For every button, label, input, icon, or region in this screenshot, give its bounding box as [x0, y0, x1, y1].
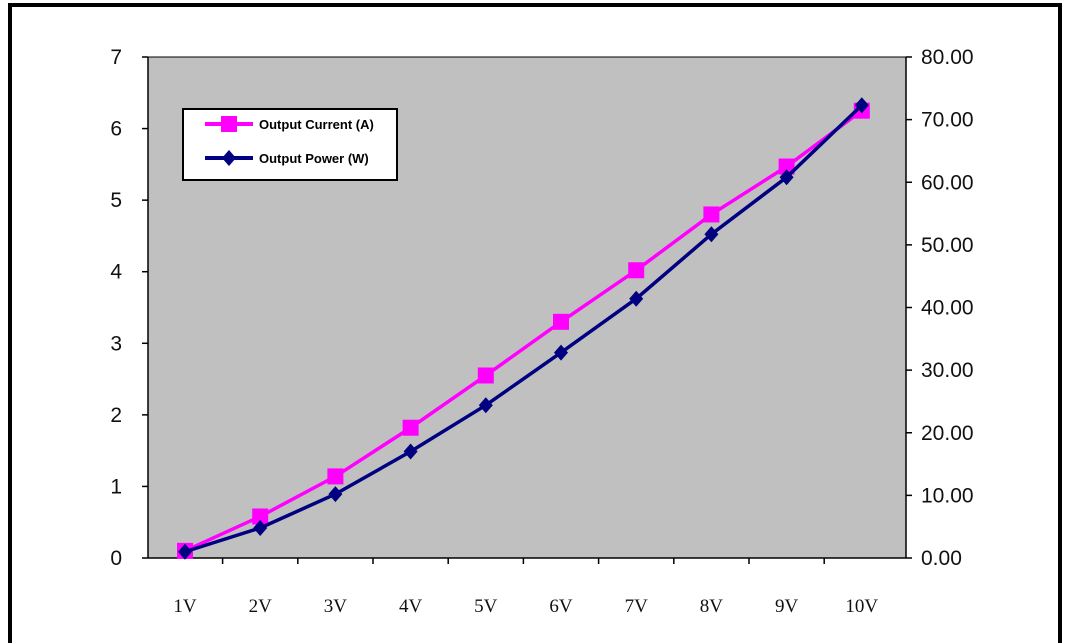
y-right-tick-label: 0.00 — [921, 547, 962, 570]
legend: Output Current (A) Output Power (W) — [182, 108, 398, 181]
x-tick-label: 8V — [700, 596, 724, 617]
y-left-tick-label: 0 — [110, 547, 122, 570]
y-right-tick-label: 20.00 — [921, 422, 974, 445]
output-power-point — [854, 97, 869, 114]
x-tick-label: 1V — [173, 596, 197, 617]
y-left-tick-label: 5 — [110, 189, 122, 212]
output-current-point — [703, 206, 720, 223]
y-left-tick-label: 6 — [110, 118, 122, 141]
output-current-point — [628, 262, 645, 279]
series-layer — [177, 97, 870, 560]
y-right-tick-label: 60.00 — [921, 171, 974, 194]
axes: 012345670.0010.0020.0030.0040.0050.0060.… — [110, 46, 973, 617]
legend-current-marker — [221, 116, 237, 132]
legend-current-label: Output Current (A) — [259, 117, 374, 132]
legend-box — [182, 108, 398, 181]
legend-power-label: Output Power (W) — [259, 151, 369, 166]
output-power-point — [704, 226, 719, 243]
output-current-point — [553, 313, 569, 330]
y-right-tick-label: 50.00 — [921, 234, 974, 257]
output-power-point — [629, 290, 644, 307]
y-left-tick-label: 4 — [110, 261, 122, 284]
x-tick-label: 9V — [775, 596, 799, 617]
output-power-point — [403, 443, 418, 460]
x-tick-label: 5V — [474, 596, 498, 617]
y-right-tick-label: 30.00 — [921, 359, 974, 382]
y-left-tick-label: 3 — [110, 332, 122, 355]
x-tick-label: 7V — [625, 596, 649, 617]
output-power-point — [253, 519, 268, 536]
x-tick-label: 10V — [845, 596, 878, 617]
x-tick-label: 6V — [549, 596, 573, 617]
output-current-point — [327, 468, 344, 485]
series-line-output-current — [184, 109, 863, 553]
output-power-point — [328, 486, 343, 503]
y-right-tick-label: 10.00 — [921, 484, 974, 507]
output-current-point — [477, 367, 494, 384]
x-tick-label: 4V — [399, 596, 423, 617]
y-left-tick-label: 2 — [110, 404, 122, 427]
output-power-point — [478, 397, 493, 414]
output-current-point — [252, 508, 269, 525]
output-current-point — [402, 419, 419, 436]
series-line-output-power — [184, 103, 864, 554]
y-right-tick-label: 70.00 — [921, 109, 974, 132]
x-tick-label: 2V — [249, 596, 273, 617]
legend-power-marker — [222, 150, 236, 166]
y-right-tick-label: 80.00 — [921, 46, 974, 69]
y-left-tick-label: 7 — [110, 46, 122, 69]
output-current-point — [778, 158, 795, 175]
output-power-point — [178, 543, 192, 560]
x-tick-label: 3V — [324, 596, 348, 617]
output-power-point — [779, 169, 794, 186]
y-right-tick-label: 40.00 — [921, 297, 974, 320]
output-power-point — [554, 344, 568, 361]
y-left-tick-label: 1 — [110, 475, 122, 498]
